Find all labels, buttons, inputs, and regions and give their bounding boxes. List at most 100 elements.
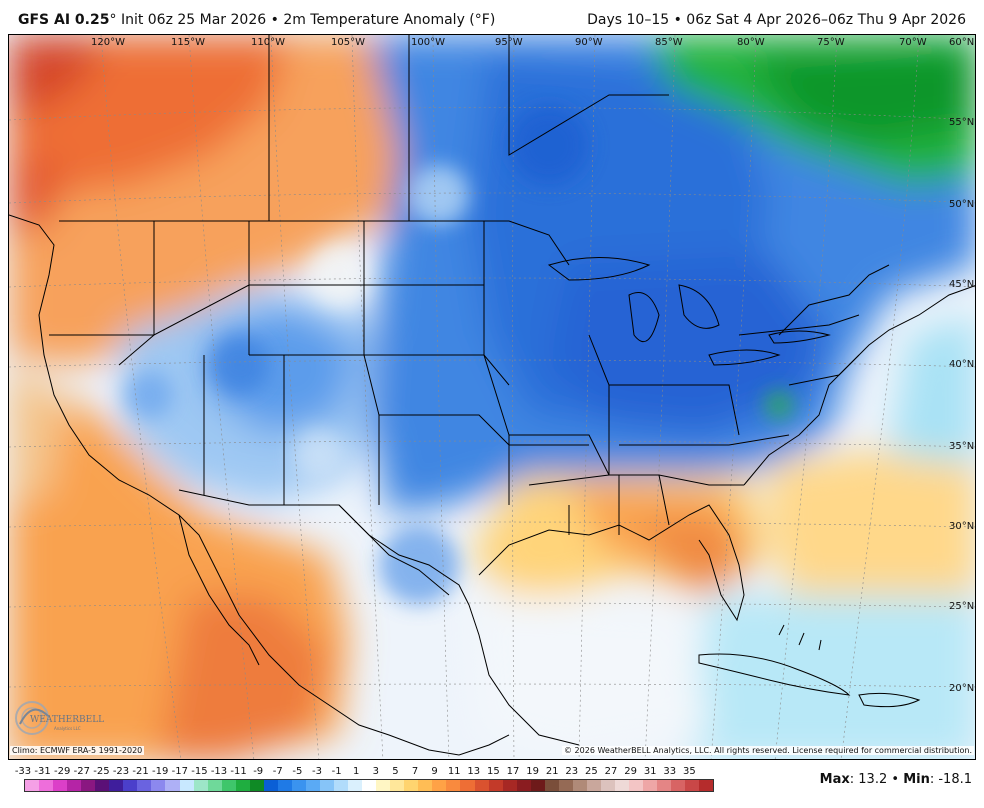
legend-swatch	[25, 780, 40, 791]
lat-label: 25°N	[949, 601, 974, 612]
legend-swatch	[572, 780, 587, 791]
legend-labels: -33 -31 -29 -27 -25 -23 -21 -19 -17 -15 -13 -11 -9 -7…	[14, 766, 704, 778]
legend-swatch	[221, 780, 236, 791]
longitude-labels: 120°W 115°W 110°W 105°W 100°W 95°W 90°W …	[91, 37, 927, 48]
map-canvas: 120°W 115°W 110°W 105°W 100°W 95°W 90°W …	[9, 35, 975, 759]
legend-swatch	[685, 780, 700, 791]
copyright-note: © 2026 WeatherBELL Analytics, LLC. All r…	[562, 746, 974, 755]
legend-swatch	[263, 780, 278, 791]
legend-label: -1	[331, 766, 342, 777]
legend-swatch	[151, 780, 166, 791]
lon-label: 80°W	[737, 37, 765, 48]
map-title: GFS AI 0.25° Init 06z 25 Mar 2026 • 2m T…	[18, 12, 495, 28]
legend-swatch	[165, 780, 180, 791]
legend-label: 19	[526, 766, 539, 777]
color-legend: -33 -31 -29 -27 -25 -23 -21 -19 -17 -15 -13 -11 -9 -7…	[14, 764, 714, 804]
legend-label: 29	[624, 766, 637, 777]
lat-label: 30°N	[949, 521, 974, 532]
legend-label: -25	[93, 766, 110, 777]
legend-label: -19	[152, 766, 169, 777]
lon-label: 115°W	[171, 37, 205, 48]
legend-swatch	[474, 780, 489, 791]
legend-label: 15	[487, 766, 500, 777]
legend-swatch	[249, 780, 264, 791]
legend-label: -9	[253, 766, 264, 777]
lon-label: 95°W	[495, 37, 523, 48]
lat-label: 55°N	[949, 117, 974, 128]
legend-swatch	[319, 780, 335, 791]
legend-label: -7	[272, 766, 283, 777]
weatherbell-logo: WEATHERBELL Analytics LLC	[15, 701, 104, 735]
model-name: GFS AI 0.25	[18, 12, 110, 28]
lon-label: 110°W	[251, 37, 285, 48]
lon-label: 120°W	[91, 37, 125, 48]
legend-label: -31	[34, 766, 51, 777]
legend-swatch	[348, 780, 363, 791]
legend-swatch	[643, 780, 658, 791]
lon-label: 75°W	[817, 37, 845, 48]
legend-label: -21	[132, 766, 149, 777]
lat-label: 45°N	[949, 279, 974, 290]
lat-label: 50°N	[949, 199, 974, 210]
legend-label: 33	[663, 766, 677, 777]
max-min-stats: Max: 13.2 • Min: -18.1	[819, 772, 972, 787]
degree-symbol: °	[109, 12, 117, 28]
max-value: 13.2	[858, 772, 888, 787]
legend-swatch	[109, 780, 124, 791]
legend-swatch	[305, 780, 320, 791]
legend-swatch	[432, 780, 447, 791]
legend-swatch	[699, 780, 714, 791]
legend-swatch	[81, 780, 96, 791]
legend-label: -13	[210, 766, 228, 777]
lat-label: 35°N	[949, 441, 974, 452]
legend-label: 17	[506, 766, 520, 777]
legend-label: -15	[191, 766, 208, 777]
legend-label: 1	[353, 766, 360, 777]
legend-swatch	[291, 780, 306, 791]
min-value: -18.1	[938, 772, 972, 787]
legend-label: -5	[292, 766, 303, 777]
anomaly-map[interactable]: 120°W 115°W 110°W 105°W 100°W 95°W 90°W …	[8, 34, 976, 760]
max-label: Max	[819, 772, 850, 787]
legend-label: -29	[54, 766, 71, 777]
legend-swatch	[502, 780, 517, 791]
lon-label: 100°W	[411, 37, 445, 48]
legend-label: -17	[171, 766, 188, 777]
legend-swatch	[404, 780, 419, 791]
logo-text: WEATHERBELL	[30, 715, 104, 725]
anomaly-detail	[125, 105, 793, 605]
legend-label: 21	[545, 766, 559, 777]
lon-label: 85°W	[655, 37, 683, 48]
legend-label: 3	[372, 766, 379, 777]
stats-separator: •	[891, 772, 900, 787]
legend-swatch	[629, 780, 644, 791]
legend-label: 27	[604, 766, 618, 777]
legend-swatch	[39, 780, 54, 791]
legend-swatch	[544, 780, 559, 791]
legend-swatch	[362, 780, 377, 791]
legend-label: 35	[683, 766, 696, 777]
legend-swatch	[137, 780, 152, 791]
logo-subtext: Analytics LLC	[54, 726, 81, 731]
legend-swatch	[614, 780, 630, 791]
valid-period: Days 10–15 • 06z Sat 4 Apr 2026–06z Thu …	[587, 12, 966, 28]
legend-label: 11	[447, 766, 461, 777]
legend-swatch	[488, 780, 503, 791]
legend-swatch	[530, 780, 545, 791]
legend-label: 5	[392, 766, 399, 777]
legend-swatch	[446, 780, 461, 791]
legend-swatch	[277, 780, 292, 791]
lon-label: 70°W	[899, 37, 927, 48]
legend-label: -11	[230, 766, 247, 777]
boundaries	[9, 35, 975, 756]
lat-label: 20°N	[949, 683, 974, 694]
legend-label: 13	[467, 766, 481, 777]
legend-swatch	[586, 780, 601, 791]
legend-swatch	[376, 780, 391, 791]
legend-swatch	[207, 780, 222, 791]
legend-swatch	[558, 780, 573, 791]
legend-swatch	[657, 780, 672, 791]
legend-label: -23	[112, 766, 130, 777]
legend-swatch	[671, 780, 686, 791]
map-header: GFS AI 0.25° Init 06z 25 Mar 2026 • 2m T…	[0, 0, 984, 34]
